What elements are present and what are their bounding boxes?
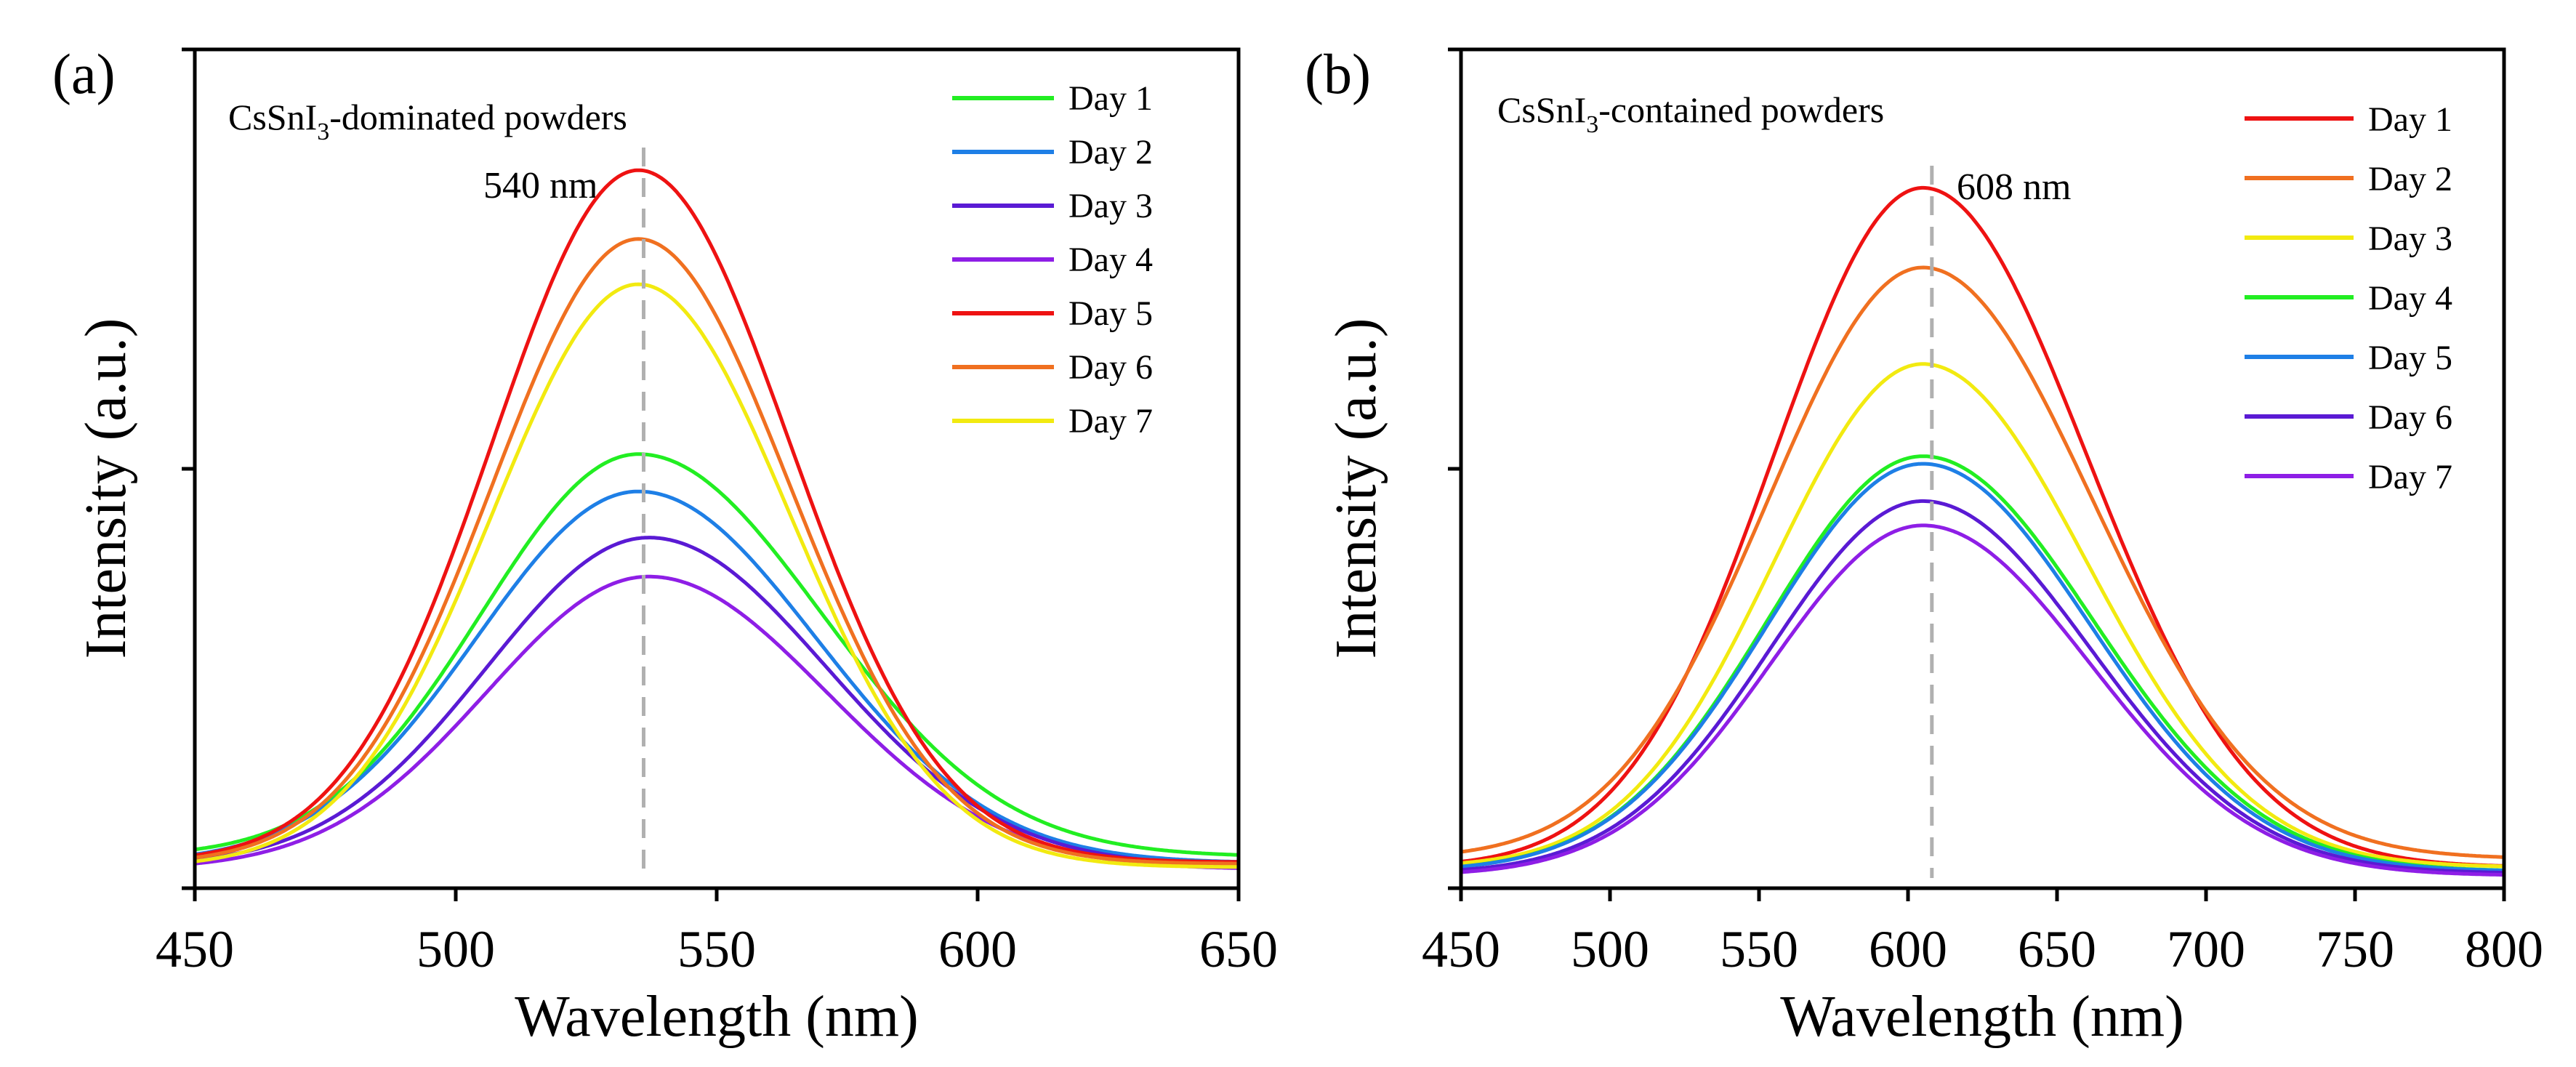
panel-a-xlabel: Wavelength (nm)	[515, 985, 919, 1049]
panel-b-series-line	[1460, 265, 2505, 859]
panel-b-series-line	[1460, 454, 2505, 872]
panel-a-series-line	[194, 489, 1239, 864]
panel-b-xtick-label: 750	[2316, 920, 2394, 978]
panel-a-series-line	[194, 452, 1239, 857]
panel-a-legend: Day 1 Day 2 Day 3 Day 4 Day 5 Day 6 Day …	[1068, 79, 1153, 440]
panel-b-xtick-label: 800	[2465, 920, 2543, 978]
legend-label: Day 6	[2368, 398, 2452, 437]
legend-label: Day 1	[2368, 100, 2452, 139]
panel-b-xtick-label: 700	[2167, 920, 2245, 978]
panel-b-series-line	[1460, 185, 2505, 868]
legend-label: Day 4	[1068, 241, 1153, 279]
legend-label: Day 7	[1068, 402, 1153, 440]
panel-a-chart: (a) CsSnI3-dominated powders Wavelength …	[52, 42, 1278, 1049]
panel-b-xlabel: Wavelength (nm)	[1780, 985, 2184, 1049]
panel-b-xtick-label: 650	[2018, 920, 2096, 978]
panel-a-xtick-label: 650	[1199, 920, 1278, 978]
panel-a-series-line	[194, 574, 1239, 870]
panel-b-xtick-label: 450	[1422, 920, 1500, 978]
panel-b-legend: Day 1 Day 2 Day 3 Day 4 Day 5 Day 6 Day …	[2368, 100, 2452, 496]
legend-label: Day 5	[1068, 294, 1153, 333]
panel-a-series-line	[194, 536, 1239, 867]
panel-a-series-line	[194, 168, 1239, 864]
panel-b-series-line	[1460, 462, 2505, 873]
panel-b-ylabel: Intensity (a.u.)	[1324, 318, 1388, 659]
panel-b-xtick-label: 550	[1720, 920, 1798, 978]
panel-a-xtick-label: 600	[938, 920, 1017, 978]
panel-b-title: CsSnI3-contained powders	[1497, 89, 1884, 138]
panel-b-xtick-label: 500	[1571, 920, 1649, 978]
panel-b-tick-labels: 450 500 550 600 650 700 750 800	[1422, 920, 2543, 978]
panel-b-peak-label: 608 nm	[1957, 166, 2071, 208]
panel-b-chart: (b) CsSnI3-contained powders Wavelength …	[1305, 42, 2543, 1049]
legend-label: Day 2	[1068, 133, 1153, 172]
panel-a-xtick-label: 450	[156, 920, 234, 978]
panel-b-xtick-label: 600	[1869, 920, 1947, 978]
legend-label: Day 5	[2368, 339, 2452, 377]
legend-label: Day 6	[1068, 348, 1153, 387]
panel-a-title: CsSnI3-dominated powders	[228, 97, 627, 145]
panel-a-series-line	[194, 237, 1239, 866]
panel-a-ylabel: Intensity (a.u.)	[74, 318, 138, 659]
legend-label: Day 3	[2368, 220, 2452, 258]
panel-a-xtick-label: 500	[416, 920, 495, 978]
panel-b-label: (b)	[1305, 42, 1371, 105]
legend-label: Day 7	[2368, 458, 2452, 496]
panel-a-series-line	[194, 282, 1239, 869]
panel-b-series-line	[1460, 523, 2505, 877]
legend-label: Day 4	[2368, 279, 2452, 318]
panel-a-label: (a)	[52, 42, 116, 105]
panel-a-peak-label: 540 nm	[483, 165, 597, 206]
panel-b-series-line	[1460, 362, 2505, 869]
panel-a-tick-labels: 450 500 550 600 650	[156, 920, 1278, 978]
legend-label: Day 1	[1068, 79, 1153, 118]
legend-label: Day 3	[1068, 187, 1153, 225]
panel-a-xtick-label: 550	[677, 920, 756, 978]
panel-b-series-line	[1460, 499, 2505, 875]
legend-label: Day 2	[2368, 160, 2452, 198]
